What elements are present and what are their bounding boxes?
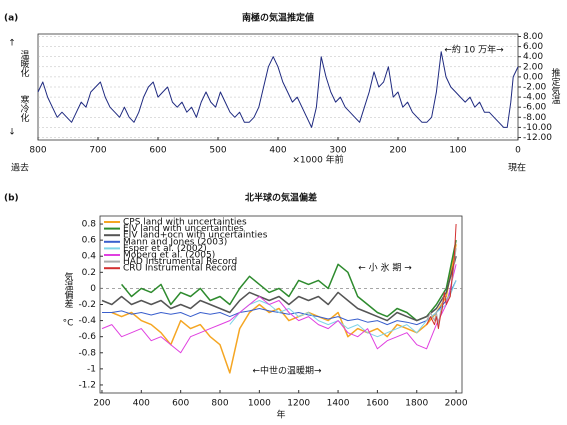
y-tick-label: 0.00 — [523, 72, 543, 82]
x-tick-label: 1600 — [366, 399, 389, 409]
x-tick-label: 800 — [211, 399, 228, 409]
legend-label: Moberg et al. (2005) — [123, 251, 215, 261]
panel-label: (a) — [4, 14, 18, 24]
legend-label: HAD Instrumental Record — [123, 257, 237, 267]
present-label: 現在 — [508, 162, 526, 174]
y-tick-label: 0.4 — [82, 252, 97, 262]
y-axis-unit: °C — [63, 319, 74, 329]
arrow-up: ↑ — [8, 39, 16, 49]
chart-title: 北半球の気温偏差 — [245, 192, 317, 204]
x-axis-label: ×1000 年前 — [292, 154, 343, 166]
x-tick-label: 300 — [329, 146, 346, 156]
x-tick-label: 600 — [172, 399, 189, 409]
little-ice-age: ← 小 氷 期 → — [358, 262, 412, 274]
legend-label: CRU Instrumental Record — [123, 264, 236, 274]
y-tick-label: 0 — [90, 284, 96, 294]
legend-label: Esper et al. (2002) — [123, 244, 207, 254]
y-tick-label: -4.00 — [523, 93, 547, 103]
past-label: 過去 — [11, 162, 29, 174]
x-tick-label: 500 — [209, 146, 226, 156]
x-tick-label: 200 — [93, 399, 110, 409]
legend-label: EIV land with uncertainties — [123, 224, 244, 234]
legend-label: Mann and Jones (2003) — [123, 237, 227, 247]
x-tick-label: 1800 — [405, 399, 428, 409]
legend-label: EIV land+ocn with uncertainties — [123, 231, 268, 241]
y-tick-label: 8.00 — [523, 32, 543, 42]
arrow-down: ↓ — [8, 128, 16, 138]
medieval-warm: ←中世の温暖期→ — [252, 365, 322, 377]
y-tick-label: 6.00 — [523, 42, 543, 52]
y-tick-label: -0.6 — [78, 332, 96, 342]
series-line — [229, 280, 457, 338]
x-tick-label: 700 — [89, 146, 106, 156]
y-tick-label: -0.4 — [78, 316, 96, 326]
warming-label: 温暖化 — [19, 50, 30, 78]
y-tick-label: -2.00 — [523, 83, 547, 93]
y-tick-label: -1 — [87, 364, 96, 374]
x-tick-label: 200 — [389, 146, 406, 156]
series-line — [426, 223, 457, 330]
panel-label: (b) — [4, 194, 19, 204]
x-tick-label: 800 — [29, 146, 46, 156]
plot-area — [99, 215, 463, 394]
cooling-label: 寒冷化 — [19, 94, 30, 123]
chart-title: 南極の気温推定値 — [242, 12, 314, 24]
y-tick-label: 2.00 — [523, 62, 543, 72]
y-axis-label: 気温偏差 — [63, 271, 74, 308]
x-tick-label: 400 — [133, 399, 150, 409]
x-tick-label: 1000 — [248, 399, 271, 409]
x-tick-label: 600 — [149, 146, 166, 156]
y-tick-label: -0.8 — [78, 348, 96, 358]
estimated-temp-label: 推定気温 — [550, 67, 561, 104]
series-line — [101, 264, 457, 354]
legend-label: CPS land with uncertainties — [123, 218, 247, 228]
series-line — [121, 239, 457, 322]
y-tick-label: 4.00 — [523, 52, 543, 62]
x-tick-label: 400 — [269, 146, 286, 156]
y-tick-label: 0.8 — [82, 220, 97, 230]
y-tick-label: -12.00 — [523, 133, 552, 143]
x-tick-label: 1200 — [287, 399, 310, 409]
x-axis-label: 年 — [276, 409, 285, 421]
y-tick-label: -8.00 — [523, 113, 547, 123]
series-line — [111, 244, 457, 374]
span-label: ←約 10 万年→ — [444, 44, 504, 56]
temperature-line — [37, 51, 519, 128]
y-tick-label: 0.2 — [82, 268, 96, 278]
y-tick-label: 0.6 — [82, 236, 97, 246]
y-tick-label: -0.2 — [78, 300, 96, 310]
series-line — [101, 256, 457, 322]
y-tick-label: -6.00 — [523, 103, 547, 113]
x-tick-label: 0 — [515, 146, 521, 156]
y-tick-label: -1.2 — [78, 380, 96, 390]
x-tick-label: 2000 — [445, 399, 468, 409]
x-tick-label: 100 — [449, 146, 466, 156]
x-tick-label: 1400 — [327, 399, 350, 409]
y-tick-label: -10.00 — [523, 123, 552, 133]
